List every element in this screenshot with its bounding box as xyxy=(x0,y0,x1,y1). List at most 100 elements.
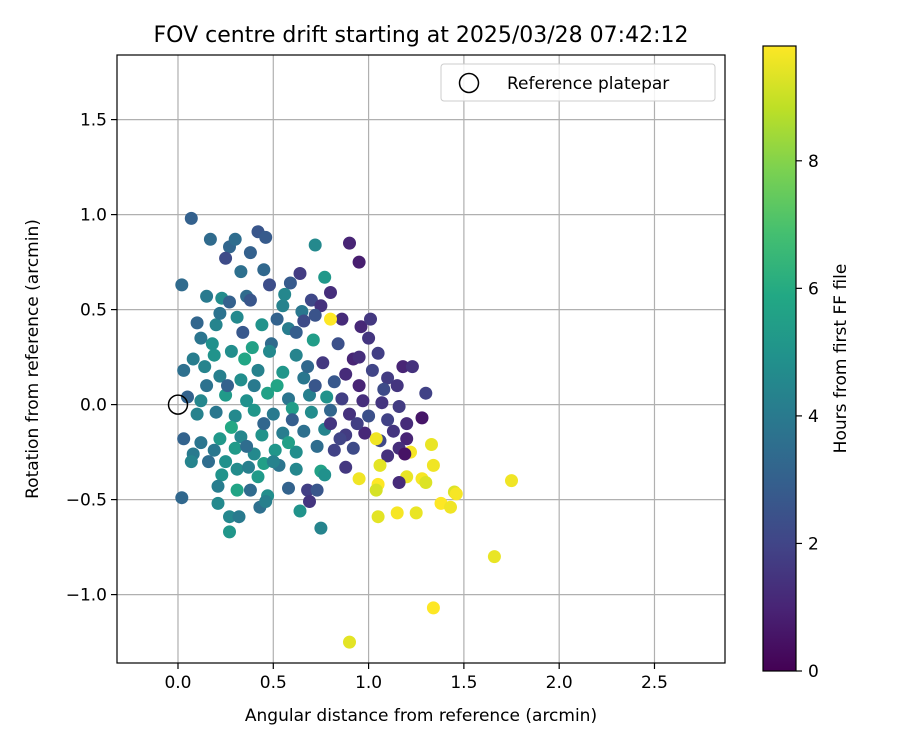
chart-title: FOV centre drift starting at 2025/03/28 … xyxy=(154,23,689,48)
data-point xyxy=(297,314,311,328)
data-point xyxy=(175,491,189,505)
data-point xyxy=(228,232,242,246)
data-point xyxy=(276,365,290,379)
data-point xyxy=(358,426,372,440)
data-point xyxy=(219,455,233,469)
data-point xyxy=(285,401,299,415)
data-point xyxy=(335,392,349,406)
data-point xyxy=(243,483,257,497)
data-point xyxy=(205,337,219,351)
data-point xyxy=(343,236,356,250)
data-point xyxy=(228,441,242,455)
data-point xyxy=(266,455,280,469)
data-point xyxy=(224,344,238,358)
reference-platepar-marker xyxy=(167,394,189,415)
data-point xyxy=(221,379,234,393)
data-point xyxy=(352,350,366,364)
data-point xyxy=(247,403,261,417)
data-point xyxy=(381,449,395,463)
data-point xyxy=(364,312,377,326)
data-point xyxy=(285,413,299,427)
data-point xyxy=(243,293,257,307)
data-point xyxy=(203,232,217,246)
data-point xyxy=(293,504,307,518)
colorbar-label: Hours from first FF file xyxy=(831,264,851,454)
data-point xyxy=(282,436,295,450)
colorbar-tick-label: 8 xyxy=(808,152,819,172)
data-point xyxy=(289,325,303,339)
x-tick-label: 1.0 xyxy=(355,673,382,693)
data-point xyxy=(297,371,311,385)
data-point xyxy=(276,426,290,440)
data-point xyxy=(190,316,204,330)
data-point xyxy=(177,363,191,377)
y-axis-label: Rotation from reference (arcmin) xyxy=(23,219,43,499)
data-point xyxy=(327,443,341,457)
data-point xyxy=(175,278,189,292)
data-point xyxy=(261,386,275,400)
data-point xyxy=(184,455,198,469)
data-point xyxy=(316,356,330,370)
grid-lines xyxy=(117,55,725,663)
y-tick-label: 0.5 xyxy=(80,301,107,321)
data-point xyxy=(194,436,208,450)
data-point xyxy=(314,521,328,535)
data-point xyxy=(251,363,265,377)
colorbar-ticks: 0 2 4 6 8 xyxy=(796,152,819,682)
data-point xyxy=(186,352,200,366)
data-point xyxy=(211,479,225,493)
data-point xyxy=(200,289,214,303)
data-point xyxy=(236,325,250,339)
data-point xyxy=(301,360,315,374)
data-point xyxy=(278,287,292,301)
data-point xyxy=(209,405,223,419)
data-point xyxy=(245,341,259,355)
y-tick-label: 1.5 xyxy=(80,111,107,131)
data-point xyxy=(449,487,463,501)
data-point xyxy=(310,439,324,453)
data-point xyxy=(339,460,353,474)
data-point xyxy=(371,510,385,524)
data-point xyxy=(444,500,457,514)
data-point xyxy=(324,312,337,326)
data-point xyxy=(308,238,322,252)
x-axis-label: Angular distance from reference (arcmin) xyxy=(245,706,597,726)
data-point xyxy=(289,462,303,476)
data-point xyxy=(207,443,221,457)
data-point xyxy=(223,295,236,309)
data-points xyxy=(175,211,518,649)
data-point xyxy=(335,312,349,326)
data-point xyxy=(343,635,356,649)
data-point xyxy=(224,420,238,434)
data-point xyxy=(240,439,254,453)
data-point xyxy=(354,320,368,334)
data-point xyxy=(415,411,429,425)
data-point xyxy=(306,333,320,347)
data-point xyxy=(215,468,229,482)
data-point xyxy=(343,407,356,421)
colorbar-frame xyxy=(762,45,797,672)
data-point xyxy=(297,424,311,438)
data-point xyxy=(362,331,376,345)
data-point xyxy=(293,267,307,280)
data-point xyxy=(301,483,315,497)
data-point xyxy=(419,386,433,400)
data-point xyxy=(190,407,204,421)
data-point xyxy=(200,379,214,393)
data-point xyxy=(240,394,254,408)
colorbar-tick-label: 2 xyxy=(808,534,819,554)
axis-ticks: 0.0 0.5 1.0 1.5 2.0 2.5 −1.0 −0.5 0.0 0.5 1.0 1.5 xyxy=(66,111,668,693)
colorbar-tick-label: 6 xyxy=(808,279,819,299)
data-point xyxy=(223,510,236,524)
data-point xyxy=(257,417,271,431)
data-point xyxy=(390,506,404,520)
data-point xyxy=(352,255,366,269)
data-point xyxy=(381,413,395,427)
data-point xyxy=(270,379,284,393)
data-point xyxy=(234,373,248,387)
plot-area xyxy=(117,55,725,663)
data-point xyxy=(386,424,400,438)
data-point xyxy=(346,441,360,455)
data-point xyxy=(259,495,273,508)
